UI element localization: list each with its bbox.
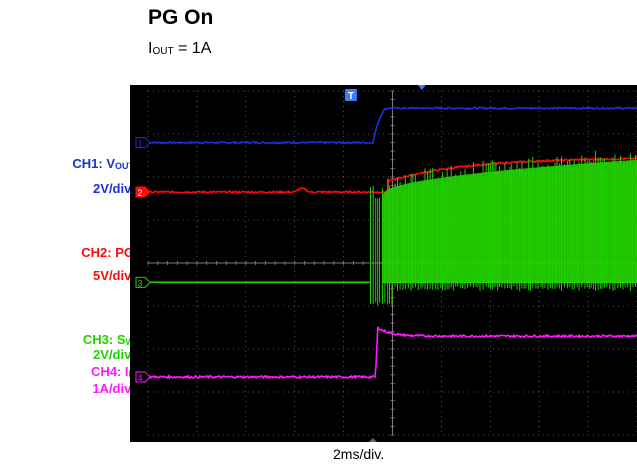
trigger-position-marker — [417, 85, 426, 90]
trace-ch3-sw — [148, 150, 637, 306]
bottom-marker — [368, 438, 377, 442]
subtitle-sub: OUT — [152, 46, 174, 57]
ch2-label: CH2: PG — [81, 245, 134, 260]
ch1-name: CH1: VOUT — [72, 156, 134, 171]
ch1-ground-marker — [135, 137, 151, 149]
traces — [147, 105, 637, 380]
ch3-scale: 2V/div. — [93, 347, 134, 362]
ch3-ground-marker — [135, 276, 151, 288]
trigger-icon — [344, 89, 357, 101]
ch2-marker-label: 2 — [137, 188, 142, 198]
ch3-marker-label: 3 — [137, 278, 142, 288]
ch3-label: CH3: SW — [82, 332, 134, 347]
scope-screen: 1 2 3 4 T — [130, 85, 637, 442]
chart-subtitle: IOUT = 1A — [148, 40, 211, 58]
ch2-scale: 5V/div. — [93, 268, 134, 283]
trace-ch1-vout — [147, 105, 637, 145]
ch4-ground-marker — [135, 371, 151, 383]
ch4-marker-label: 4 — [137, 373, 142, 383]
ch4-label: CH4: IL — [90, 364, 134, 379]
ch2-ground-marker — [135, 186, 151, 198]
subtitle-prefix: I — [148, 40, 153, 57]
scope-plot: 1 2 3 4 T — [135, 85, 637, 442]
ch4-scale: 1A/div. — [92, 381, 134, 396]
subtitle-suffix: = 1A — [173, 40, 212, 57]
trace-ch4-il — [147, 326, 637, 380]
trigger-icon-label: T — [348, 91, 354, 102]
trace-ch2-pg — [147, 156, 637, 195]
timebase-label: 2ms/div. — [333, 446, 385, 462]
ch1-marker-label: 1 — [137, 139, 142, 149]
chart-title: PG On — [148, 6, 214, 29]
ch1-label: CH1: VOUT — [72, 156, 134, 173]
channel-markers: 1 2 3 4 T — [135, 85, 426, 442]
ch1-scale: 2V/div. — [93, 181, 134, 196]
